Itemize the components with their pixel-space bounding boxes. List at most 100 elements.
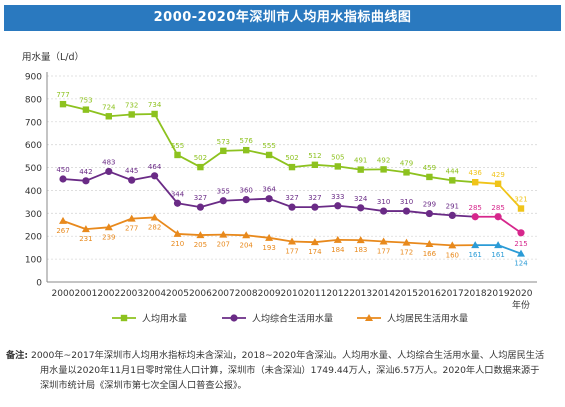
data-point-circle (494, 213, 502, 221)
series-line-segment (131, 174, 155, 182)
series-line-segment (429, 212, 453, 217)
data-point-square (288, 163, 296, 171)
series-line-segment (223, 198, 247, 202)
legend-label: 人均用水量 (142, 313, 187, 325)
data-label: 555 (171, 142, 184, 150)
series-line-segment (246, 197, 270, 201)
data-point-triangle (288, 237, 296, 245)
series-line-segment (177, 154, 201, 168)
data-label: 436 (469, 169, 483, 177)
data-point-square (334, 163, 341, 170)
series-line-segment (153, 175, 179, 204)
data-label: 512 (308, 152, 321, 160)
x-tick-label: 2003 (120, 289, 143, 299)
data-point-square (59, 100, 67, 108)
data-point-square (197, 163, 204, 171)
series-line-segment (85, 108, 110, 118)
data-point-circle (128, 176, 136, 184)
data-label: 310 (400, 198, 413, 206)
data-label: 321 (514, 196, 527, 204)
data-label: 205 (194, 241, 207, 249)
x-tick-label: 2018 (464, 289, 487, 299)
data-point-triangle (402, 238, 411, 246)
data-label: 285 (469, 204, 482, 212)
series-line-segment (337, 204, 361, 209)
series-line-segment (85, 226, 109, 231)
data-label: 166 (423, 250, 437, 258)
series-line-segment (497, 244, 522, 255)
series-line-segment (62, 103, 87, 111)
series-line-segment (497, 183, 522, 210)
y-tick-label: 100 (25, 256, 42, 266)
data-label: 207 (217, 241, 230, 249)
series-line-segment (429, 243, 453, 247)
data-point-triangle (333, 235, 342, 243)
data-label: 267 (56, 227, 69, 235)
data-label: 777 (56, 91, 69, 99)
series-line-segment (406, 171, 430, 178)
data-point-square (380, 166, 387, 173)
data-label: 174 (308, 248, 322, 256)
data-point-circle (425, 209, 433, 218)
series-line-segment (223, 233, 247, 237)
data-point-triangle (517, 249, 525, 257)
series-line-segment (291, 163, 315, 168)
data-point-triangle (173, 229, 182, 237)
y-tick-label: 800 (25, 95, 42, 105)
y-tick-label: 200 (25, 233, 42, 243)
x-tick-label: 2004 (143, 289, 166, 299)
series-line-segment (314, 238, 338, 244)
data-point-circle (219, 197, 227, 205)
x-tick-label: 2020 (510, 289, 533, 299)
y-tick-label: 300 (25, 210, 42, 220)
legend-marker-circle (230, 314, 238, 322)
data-label: 193 (262, 244, 275, 252)
data-point-triangle (356, 236, 365, 244)
x-tick-label: 2012 (326, 289, 349, 299)
data-label: 299 (423, 201, 436, 209)
data-label: 327 (308, 194, 321, 202)
data-point-square (174, 151, 181, 159)
y-tick-label: 900 (25, 73, 42, 83)
data-label: 215 (514, 240, 527, 248)
note-label: 备注: (6, 350, 29, 361)
data-point-circle (288, 203, 296, 211)
series-line-segment (360, 206, 384, 212)
data-label: 160 (446, 251, 459, 259)
data-label: 161 (491, 251, 504, 259)
data-label: 479 (400, 159, 413, 167)
x-tick-label: 2011 (303, 289, 326, 299)
data-label: 505 (331, 153, 344, 161)
y-tick-label: 0 (36, 279, 42, 289)
series-line-segment (383, 240, 407, 244)
series-line-segment (177, 202, 201, 209)
data-point-triangle (219, 230, 228, 238)
data-point-square (220, 147, 227, 155)
data-point-triangle (81, 225, 90, 233)
data-point-square (357, 166, 364, 173)
data-label: 333 (331, 193, 344, 201)
data-label: 277 (125, 225, 138, 233)
data-point-triangle (242, 231, 251, 239)
chart-note: 备注: 2000年~2017年深圳市人均用水指标均未含深汕，2018~2020年… (6, 348, 560, 393)
series-line-segment (452, 214, 476, 218)
data-point-circle (448, 211, 456, 219)
data-label: 285 (491, 204, 504, 212)
data-label: 555 (262, 142, 275, 150)
data-label: 210 (171, 240, 184, 248)
x-tick-label: 2001 (74, 289, 97, 299)
x-tick-label: 2013 (349, 289, 372, 299)
series-line-segment (383, 168, 407, 174)
note-text-1: 2000年~2017年深圳市人均用水指标均未含深汕，2018~2020年含深汕。… (30, 350, 545, 361)
data-point-triangle (310, 238, 319, 246)
series-line-segment (131, 216, 155, 220)
series-line-segment (62, 178, 86, 182)
x-tick-label: 2016 (418, 289, 441, 299)
data-label: 492 (377, 156, 390, 164)
series-line-segment (153, 113, 179, 156)
series-line-segment (452, 179, 476, 184)
data-label: 177 (285, 247, 298, 255)
data-label: 429 (491, 171, 504, 179)
series-line-segment (268, 154, 293, 168)
data-label: 344 (171, 190, 185, 198)
